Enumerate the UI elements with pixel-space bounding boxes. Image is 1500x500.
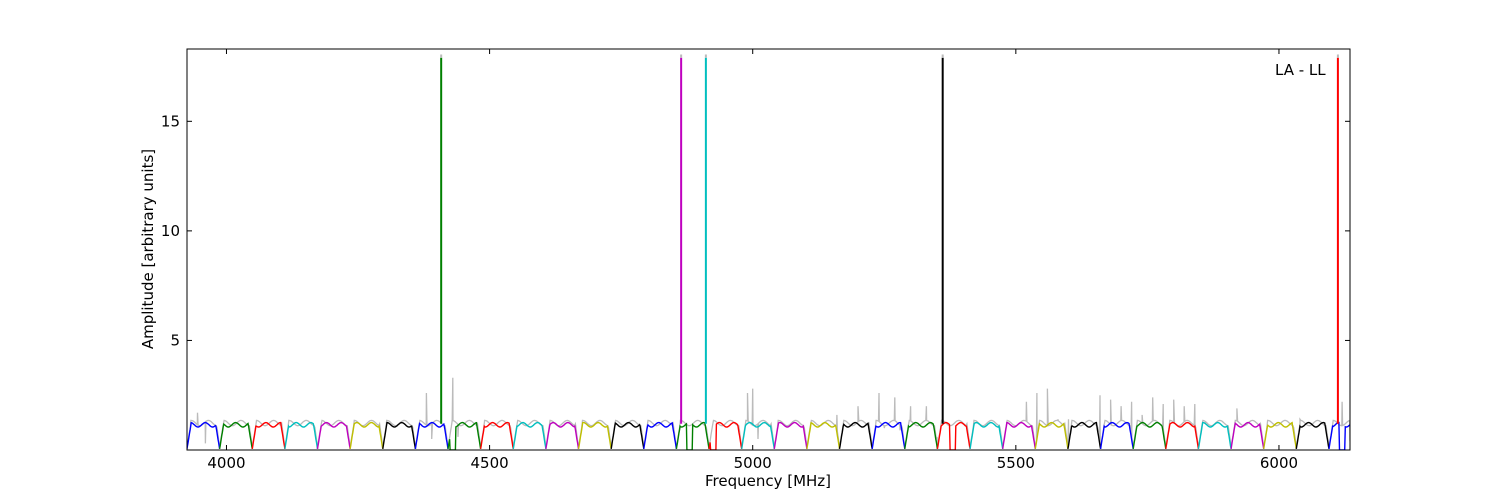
band-series-line xyxy=(741,421,775,450)
chart-annotation: LA - LL xyxy=(1275,61,1326,79)
y-tick-label: 5 xyxy=(170,331,180,349)
band-series-line xyxy=(284,421,319,450)
band-series-line xyxy=(447,421,482,450)
x-tick-label: 5000 xyxy=(734,454,772,472)
band-series-line xyxy=(479,421,514,450)
band-series-line xyxy=(1295,421,1330,450)
x-tick-label: 4500 xyxy=(470,454,508,472)
x-axis-label: Frequency [MHz] xyxy=(705,472,831,490)
band-series-line xyxy=(382,421,417,450)
band-series-line xyxy=(1132,421,1167,450)
band-series-line xyxy=(251,421,286,450)
band-series-line xyxy=(577,421,612,450)
band-series-line xyxy=(414,421,449,450)
band-series-line xyxy=(871,421,906,450)
band-series-line xyxy=(708,421,743,450)
band-series-line xyxy=(512,421,547,450)
band-series-line xyxy=(1034,421,1069,450)
band-series-line xyxy=(218,421,253,450)
band-series-line xyxy=(904,421,939,450)
band-series-line xyxy=(643,421,678,450)
ticks-layer: 4000 4500 5000 5500 6000 5 10 15 xyxy=(161,49,1350,472)
series-layer xyxy=(187,54,1350,450)
band-series-line xyxy=(675,421,710,450)
band-series-line xyxy=(187,421,221,450)
band-series-line xyxy=(1067,421,1102,450)
y-tick-label: 10 xyxy=(161,222,180,240)
band-series-line xyxy=(1002,421,1036,450)
x-tick-label: 6000 xyxy=(1260,454,1298,472)
band-series-line xyxy=(1099,421,1134,450)
y-axis-label: Amplitude [arbitrary units] xyxy=(139,149,157,349)
x-tick-label: 4000 xyxy=(207,454,245,472)
band-series-line xyxy=(936,421,971,450)
x-tick-label: 5500 xyxy=(997,454,1035,472)
y-tick-label: 15 xyxy=(161,112,180,130)
band-series-line xyxy=(969,421,1004,450)
band-series-line xyxy=(316,421,351,450)
band-series-line xyxy=(545,421,580,450)
band-series-line xyxy=(1328,421,1350,450)
band-series-line xyxy=(1165,421,1200,450)
band-series-line xyxy=(1197,421,1232,450)
plot-frame xyxy=(186,48,1351,451)
background-series-line xyxy=(187,377,1350,449)
band-series-line xyxy=(349,421,384,450)
band-series-line xyxy=(773,421,808,450)
band-series-line xyxy=(1263,421,1297,450)
band-series-line xyxy=(806,421,841,450)
band-series-line xyxy=(1230,421,1265,450)
band-series-line xyxy=(838,421,873,450)
band-series-line xyxy=(610,421,645,450)
